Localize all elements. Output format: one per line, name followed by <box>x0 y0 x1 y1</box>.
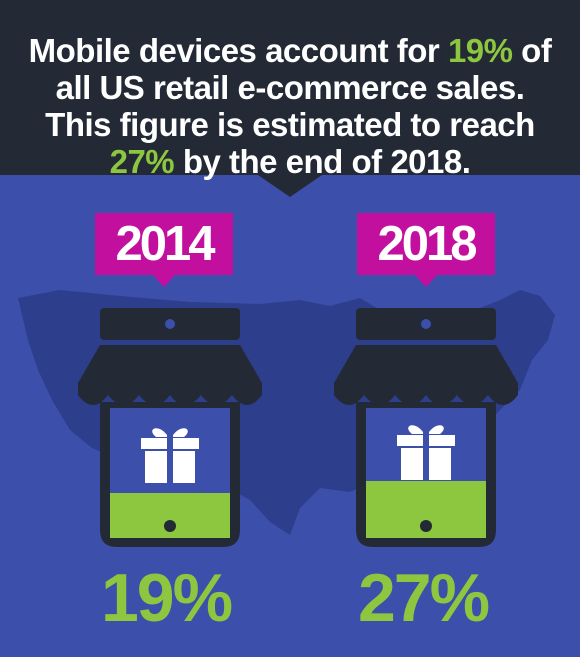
headline: Mobile devices account for 19% of all US… <box>28 32 552 180</box>
headline-highlight-19: 19% <box>447 32 513 69</box>
headline-highlight-27: 27% <box>109 143 175 180</box>
gift-icon <box>141 428 199 483</box>
percent-2014: 19% <box>100 560 233 636</box>
gift-icon <box>397 425 455 480</box>
year-label: 2018 <box>377 217 477 271</box>
year-tag-2018: 2018 <box>357 213 495 287</box>
year-label: 2014 <box>115 217 215 271</box>
year-tag-2014: 2014 <box>95 213 233 287</box>
percent-2018: 27% <box>357 560 490 636</box>
phone-storefront-icon-2014 <box>78 308 262 547</box>
phone-storefront-icon-2018 <box>334 308 518 547</box>
header-banner: Mobile devices account for 19% of all US… <box>0 0 580 197</box>
